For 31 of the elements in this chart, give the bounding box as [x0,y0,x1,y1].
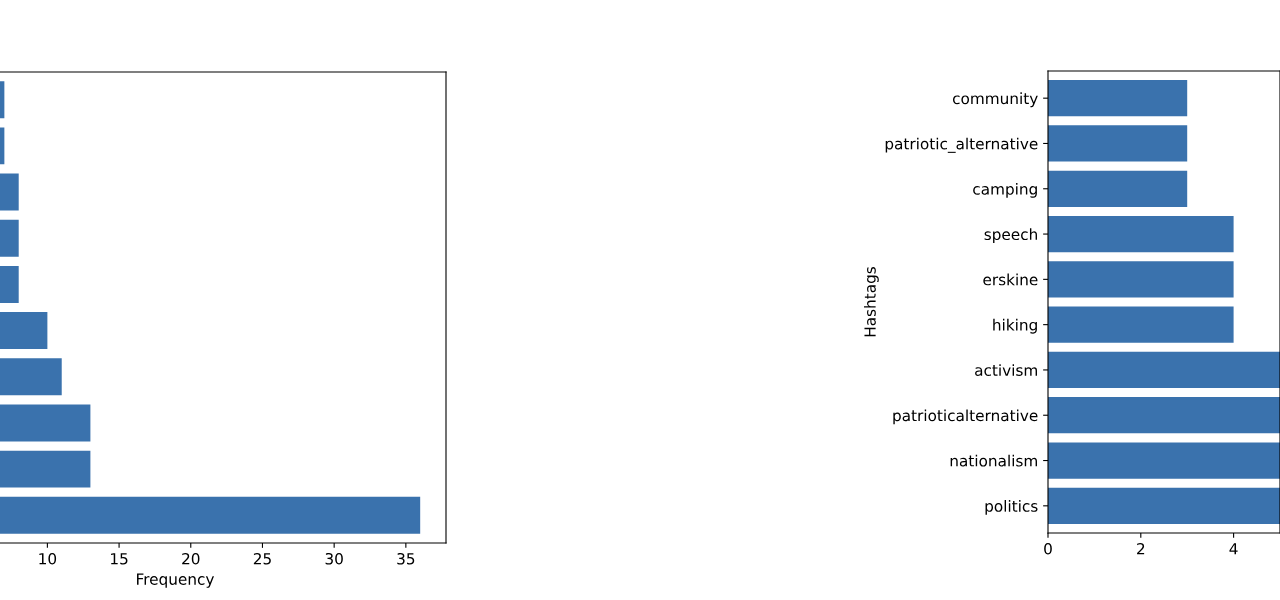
y-tick-label: politics [985,500,1038,515]
x-tick-label: 25 [253,552,271,565]
x-tick-label: 2 [1137,542,1145,555]
bar [1048,351,1280,389]
y-tick-label: community [952,92,1038,108]
y-tick-label: speech [984,228,1037,244]
bar [1048,215,1234,253]
y-tick-label: nationalism [950,454,1037,467]
x-tick-label: 30 [325,552,343,565]
y-tick-label: hiking [993,318,1037,334]
y-tick-label: activism [975,364,1037,376]
bar [1048,170,1188,207]
bar [1048,397,1280,434]
x-tick-label: 0 [1044,542,1052,555]
x-tick-label: 20 [182,552,200,565]
bar [1048,80,1188,117]
x-tick-label: 10 [39,552,57,565]
y-axis-title: Hashtags [864,266,879,337]
bar [1048,442,1280,479]
x-tick-label: 4 [1229,543,1238,555]
y-tick-label: camping [973,182,1037,198]
y-tick-label: patrioticalternative [893,409,1038,425]
x-axis-title: Frequency [137,573,214,588]
bar [1048,125,1188,162]
bar [1048,487,1280,524]
bar [1048,261,1234,298]
x-tick-label: 15 [111,553,128,565]
x-tick-label: 35 [397,552,415,565]
y-tick-label: erskine [983,273,1038,286]
bar [1048,306,1234,343]
y-tick-label: patriotic_alternative [885,137,1038,153]
